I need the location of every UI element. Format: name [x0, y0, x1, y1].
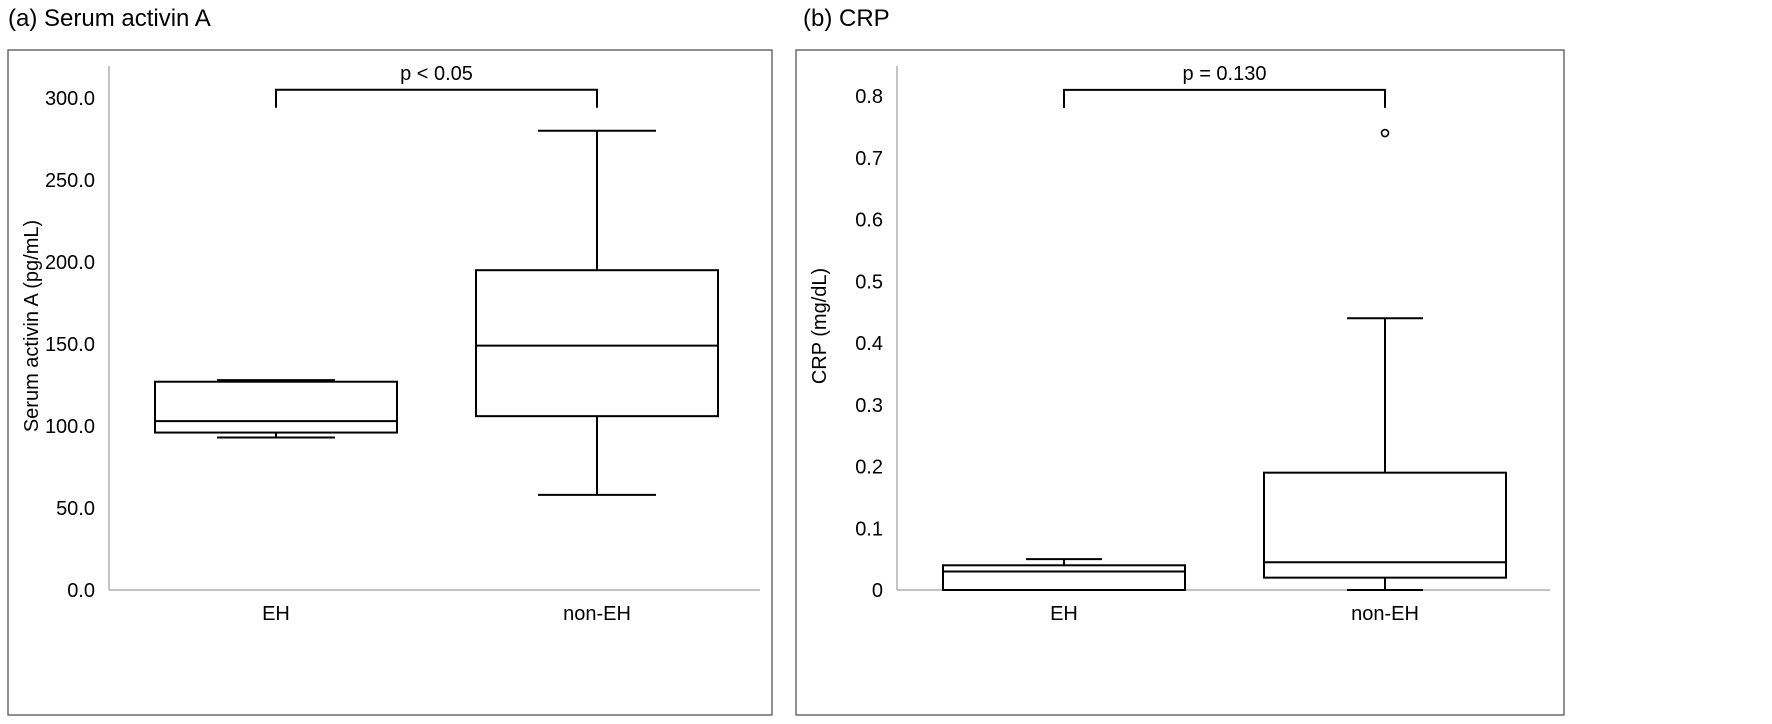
y-tick-label: 0.3: [855, 395, 883, 417]
category-label-eh-a: EH: [262, 603, 290, 625]
y-tick-label: 50.0: [56, 498, 95, 520]
y-tick-label: 200.0: [45, 252, 95, 274]
panel-frame-b: [796, 50, 1564, 715]
interquartile-box: [943, 565, 1185, 590]
panel-serum-activin-a: (a) Serum activin A Serum activin A (pg/…: [8, 5, 772, 715]
outlier-point: [1382, 130, 1389, 137]
y-tick-label: 150.0: [45, 334, 95, 356]
y-tick-label: 300.0: [45, 88, 95, 110]
y-tick-label: 0.4: [855, 333, 883, 355]
y-tick-label: 0.8: [855, 86, 883, 108]
box-eh: [155, 380, 397, 437]
y-axis-label-b: CRP (mg/dL): [809, 268, 831, 384]
panel-title-a: (a) Serum activin A: [8, 5, 211, 32]
y-tick-label: 0.2: [855, 457, 883, 479]
significance-label-a: p < 0.05: [400, 63, 473, 85]
significance-label-b: p = 0.130: [1183, 63, 1267, 85]
y-axis-label-a: Serum activin A (pg/mL): [21, 220, 43, 432]
interquartile-box: [155, 382, 397, 433]
significance-bracket: [1064, 90, 1385, 108]
y-tick-label: 0.5: [855, 271, 883, 293]
box-eh: [943, 559, 1185, 590]
y-tick-label: 0: [872, 580, 883, 602]
panel-crp: (b) CRP CRP (mg/dL) EH non-EH p = 0.130 …: [796, 5, 1564, 715]
box-non-eh: [476, 131, 718, 495]
y-tick-label: 0.7: [855, 148, 883, 170]
interquartile-box: [476, 270, 718, 416]
category-label-non-eh-b: non-EH: [1351, 603, 1419, 625]
panel-title-b: (b) CRP: [803, 5, 890, 32]
y-tick-label: 0.1: [855, 518, 883, 540]
y-tick-label: 0.0: [67, 580, 95, 602]
y-tick-label: 0.6: [855, 210, 883, 232]
significance-bracket: [276, 90, 597, 108]
box-non-eh: [1264, 130, 1506, 590]
y-tick-label: 100.0: [45, 416, 95, 438]
category-label-non-eh-a: non-EH: [563, 603, 631, 625]
y-tick-label: 250.0: [45, 170, 95, 192]
category-label-eh-b: EH: [1050, 603, 1078, 625]
